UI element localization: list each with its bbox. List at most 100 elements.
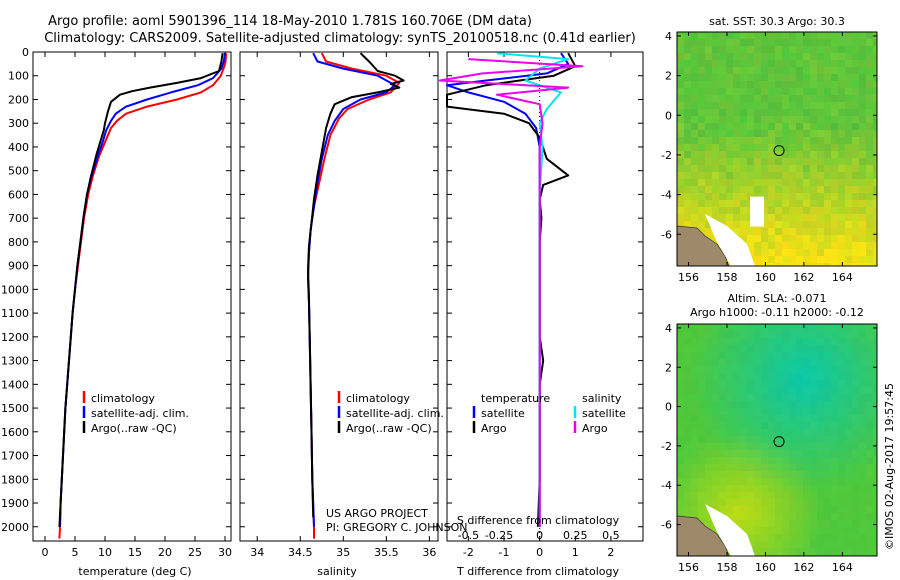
map-cell bbox=[712, 207, 719, 214]
map-cell bbox=[838, 193, 845, 200]
map-cell bbox=[740, 499, 747, 506]
map-cell bbox=[845, 249, 852, 256]
map-cell bbox=[754, 193, 761, 200]
map-cell bbox=[831, 74, 838, 81]
map-cell bbox=[747, 32, 754, 39]
y-tick-label: 800 bbox=[8, 236, 29, 249]
map-cell bbox=[796, 88, 803, 95]
map-cell bbox=[768, 527, 775, 534]
map-cell bbox=[698, 144, 705, 151]
map-cell bbox=[705, 165, 712, 172]
map-cell bbox=[852, 165, 859, 172]
map-cell bbox=[754, 158, 761, 165]
map-cell bbox=[845, 541, 852, 548]
map-cell bbox=[873, 242, 877, 249]
map-cell bbox=[768, 263, 775, 266]
map-cell bbox=[761, 534, 768, 541]
map-cell bbox=[831, 436, 838, 443]
map-cell bbox=[866, 394, 873, 401]
map-cell bbox=[747, 513, 754, 520]
map-cell bbox=[824, 471, 831, 478]
map-cell bbox=[845, 144, 852, 151]
map-cell bbox=[831, 520, 838, 527]
map-cell bbox=[852, 249, 859, 256]
map-cell bbox=[684, 179, 691, 186]
map-cell bbox=[740, 214, 747, 221]
difference-panel: -2 -1 0 1 2-0.5 -0.25 0 0.25 0.5 bbox=[438, 51, 644, 559]
map-cell bbox=[740, 527, 747, 534]
map-cell bbox=[782, 373, 789, 380]
map-cell bbox=[859, 207, 866, 214]
x-tick-label: 35 bbox=[336, 546, 350, 559]
map-cell bbox=[691, 380, 698, 387]
map-cell bbox=[691, 130, 698, 137]
map-cell bbox=[726, 422, 733, 429]
map-cell bbox=[838, 67, 845, 74]
map-cell bbox=[789, 506, 796, 513]
map-cell bbox=[726, 39, 733, 46]
map-cell bbox=[810, 193, 817, 200]
map-cell bbox=[768, 401, 775, 408]
y-tick-label: 1200 bbox=[1, 331, 29, 344]
map-cell bbox=[859, 506, 866, 513]
map-cell bbox=[761, 256, 768, 263]
map-cell bbox=[866, 102, 873, 109]
map-cell bbox=[740, 506, 747, 513]
map-cell bbox=[824, 109, 831, 116]
map-cell bbox=[691, 88, 698, 95]
map-cell bbox=[684, 394, 691, 401]
map-cell bbox=[698, 88, 705, 95]
map-cell bbox=[768, 366, 775, 373]
map-cell bbox=[754, 95, 761, 102]
map-cell bbox=[852, 39, 859, 46]
map-cell bbox=[852, 464, 859, 471]
map-cell bbox=[866, 214, 873, 221]
y-tick-label: 100 bbox=[8, 70, 29, 83]
map-cell bbox=[845, 359, 852, 366]
map-cell bbox=[684, 116, 691, 123]
map-cell bbox=[684, 513, 691, 520]
map-cell bbox=[859, 436, 866, 443]
difference-xlabel-top: S difference from climatology bbox=[457, 514, 620, 527]
map-cell bbox=[740, 478, 747, 485]
map-cell bbox=[817, 116, 824, 123]
map-cell bbox=[803, 116, 810, 123]
map-cell bbox=[796, 60, 803, 67]
map-cell bbox=[803, 373, 810, 380]
map-cell bbox=[859, 179, 866, 186]
map-cell bbox=[782, 513, 789, 520]
map-cell bbox=[831, 228, 838, 235]
legend-satellite-label: satellite-adj. clim. bbox=[346, 407, 444, 420]
map-cell bbox=[831, 324, 838, 331]
map-cell bbox=[873, 95, 877, 102]
map-cell bbox=[782, 172, 789, 179]
map-cell bbox=[866, 200, 873, 207]
map-cell bbox=[789, 186, 796, 193]
map-cell bbox=[796, 137, 803, 144]
map-cell bbox=[824, 60, 831, 67]
x-tick-label: 15 bbox=[128, 546, 142, 559]
map-cell bbox=[859, 422, 866, 429]
map-cell bbox=[873, 443, 877, 450]
y-tick-label: 300 bbox=[8, 117, 29, 130]
map-cell bbox=[747, 443, 754, 450]
map-cell bbox=[831, 485, 838, 492]
map-cell bbox=[754, 464, 761, 471]
map-cell bbox=[824, 193, 831, 200]
map-cell bbox=[845, 242, 852, 249]
map-cell bbox=[831, 186, 838, 193]
map-cell bbox=[831, 429, 838, 436]
map-cell bbox=[852, 324, 859, 331]
map-cell bbox=[810, 471, 817, 478]
map-cell bbox=[761, 527, 768, 534]
map-cell bbox=[866, 478, 873, 485]
map-cell bbox=[810, 200, 817, 207]
map-cell bbox=[873, 394, 877, 401]
map-cell bbox=[817, 242, 824, 249]
map-cell bbox=[859, 380, 866, 387]
map-cell bbox=[705, 186, 712, 193]
map-cell bbox=[824, 408, 831, 415]
map-cell bbox=[684, 352, 691, 359]
map-cell bbox=[691, 331, 698, 338]
map-cell bbox=[761, 492, 768, 499]
